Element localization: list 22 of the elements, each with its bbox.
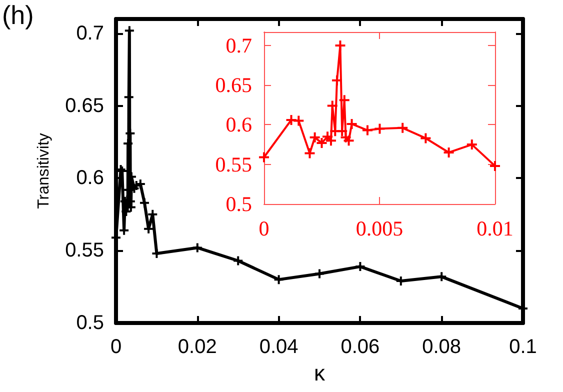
y-tick-label: 0.55 bbox=[215, 152, 252, 176]
x-tick-label: 0.04 bbox=[259, 336, 298, 358]
y-tick-label: 0.55 bbox=[65, 240, 104, 262]
y-tick-label: 0.65 bbox=[215, 73, 252, 98]
x-tick-label: 0.08 bbox=[422, 336, 462, 358]
x-tick-label: 0.02 bbox=[178, 336, 217, 358]
text: (h) bbox=[2, 0, 34, 30]
y-tick-label: 0.6 bbox=[76, 167, 104, 190]
y-tick-label: 0.5 bbox=[226, 192, 252, 216]
x-axis-title: κ bbox=[314, 360, 326, 386]
x-tick-label: 0.005 bbox=[356, 216, 404, 240]
y-tick-label: 0.5 bbox=[76, 312, 104, 334]
x-tick-label: 0.01 bbox=[476, 216, 514, 240]
y-tick-label: 0.7 bbox=[226, 33, 252, 58]
x-tick-label: 0.06 bbox=[340, 336, 380, 358]
y-axis-title: Transitivity bbox=[36, 133, 52, 209]
y-tick-label: 0.65 bbox=[65, 94, 104, 117]
y-tick-label: 0.6 bbox=[226, 112, 252, 137]
x-tick-label: 0 bbox=[258, 216, 270, 240]
y-tick-label: 0.7 bbox=[76, 22, 104, 44]
x-tick-label: 0 bbox=[110, 336, 122, 358]
x-tick-label: 0.1 bbox=[509, 336, 537, 358]
